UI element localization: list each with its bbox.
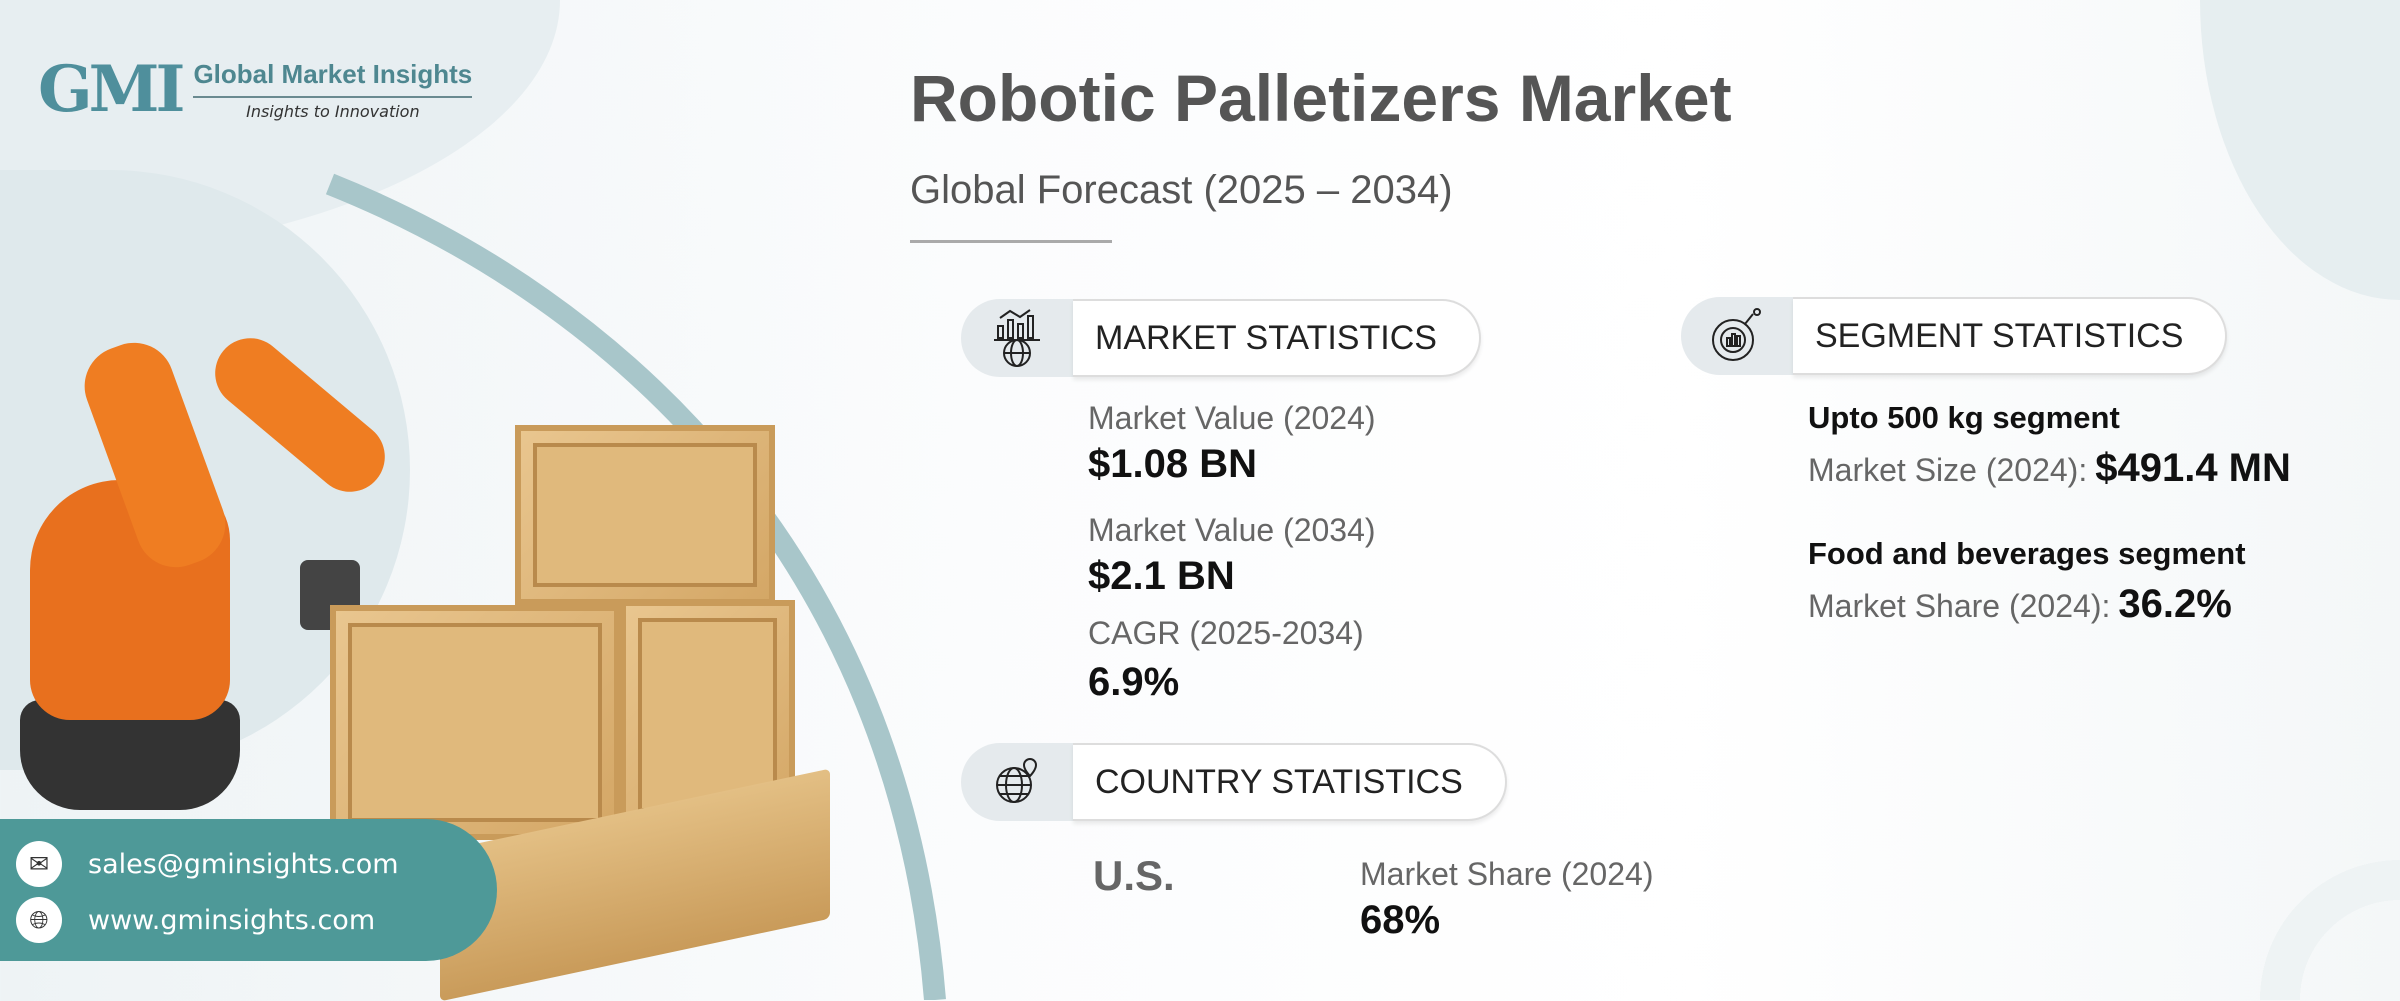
robot-palletizer-illustration bbox=[0, 300, 850, 1001]
market-value-2034-label: Market Value (2034) bbox=[1088, 512, 1376, 548]
segment-stat: Market Share (2024): 36.2% bbox=[1808, 582, 2232, 627]
website-link[interactable]: 🌐︎ www.gminsights.com bbox=[16, 897, 375, 943]
gmi-logo[interactable]: GMI Global Market Insights Insights to I… bbox=[38, 52, 473, 127]
segment-name: Upto 500 kg segment bbox=[1808, 400, 2120, 435]
market-value-2034: $2.1 BN bbox=[1088, 554, 1235, 598]
email-link[interactable]: ✉ sales@gminsights.com bbox=[16, 841, 399, 887]
globe-pin-icon bbox=[961, 743, 1073, 821]
envelope-icon: ✉ bbox=[16, 841, 62, 887]
country-statistics-heading: COUNTRY STATISTICS bbox=[1073, 743, 1507, 821]
pie-chart-icon bbox=[1681, 297, 1793, 375]
page-subtitle: Global Forecast (2025 – 2034) bbox=[910, 168, 1453, 212]
country-market-share-label: Market Share (2024) bbox=[1360, 856, 1654, 892]
segment-stat-label: Market Share (2024): bbox=[1808, 588, 2111, 624]
contact-bar: ✉ sales@gminsights.com 🌐︎ www.gminsights… bbox=[0, 819, 497, 961]
segment-statistics-header: SEGMENT STATISTICS bbox=[1681, 297, 2228, 375]
divider bbox=[910, 240, 1112, 243]
cagr-label: CAGR (2025-2034) bbox=[1088, 615, 1364, 651]
background-shape bbox=[2200, 0, 2400, 300]
market-value-2024-label: Market Value (2024) bbox=[1088, 400, 1376, 436]
robot-forearm bbox=[200, 323, 400, 507]
logo-mark: GMI bbox=[38, 52, 185, 127]
crate bbox=[515, 425, 775, 605]
email-text: sales@gminsights.com bbox=[88, 848, 399, 880]
segment-name: Food and beverages segment bbox=[1808, 536, 2246, 571]
market-value-2024: $1.08 BN bbox=[1088, 442, 1257, 486]
segment-stat-value: $491.4 MN bbox=[2095, 446, 2291, 490]
country-market-share: 68% bbox=[1360, 898, 1441, 942]
background-shape bbox=[2220, 820, 2400, 1000]
segment-stat: Market Size (2024): $491.4 MN bbox=[1808, 446, 2291, 491]
globe-icon: 🌐︎ bbox=[16, 897, 62, 943]
page-title: Robotic Palletizers Market bbox=[910, 61, 1732, 135]
segment-stat-value: 36.2% bbox=[2118, 582, 2232, 626]
market-statistics-heading: MARKET STATISTICS bbox=[1073, 299, 1481, 377]
segment-stat-label: Market Size (2024): bbox=[1808, 452, 2088, 488]
segment-statistics-heading: SEGMENT STATISTICS bbox=[1793, 297, 2228, 375]
country-statistics-header: COUNTRY STATISTICS bbox=[961, 743, 1507, 821]
country-name: U.S. bbox=[1093, 852, 1175, 899]
chart-globe-icon bbox=[961, 299, 1073, 377]
website-text: www.gminsights.com bbox=[88, 904, 376, 936]
crate bbox=[330, 605, 620, 840]
crate bbox=[620, 600, 795, 830]
logo-name: Global Market Insights bbox=[193, 58, 473, 89]
logo-tagline: Insights to Innovation bbox=[193, 95, 473, 121]
cagr-value: 6.9% bbox=[1088, 660, 1180, 704]
market-statistics-header: MARKET STATISTICS bbox=[961, 299, 1481, 377]
